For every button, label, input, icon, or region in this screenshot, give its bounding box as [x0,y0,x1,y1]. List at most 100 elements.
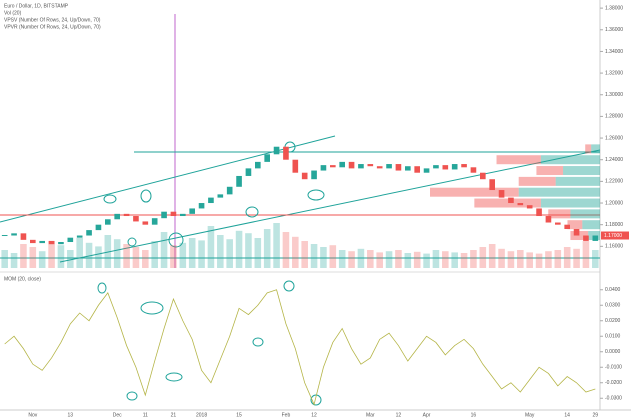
candle [433,165,439,169]
x-tick-label: 2018 [196,412,207,418]
volume-bar [48,241,55,268]
candle [11,233,17,236]
candle [161,211,167,219]
profile-up-bar [540,198,600,208]
volume-bar [254,238,262,268]
candle [517,203,524,206]
profile-down-bar [430,187,519,197]
last-price-label: 1.17000 [604,233,622,239]
volume-bar [67,250,74,268]
volume-bar [29,247,37,268]
candle [405,166,411,171]
candle [592,235,599,241]
volume-bar [179,242,187,268]
profile-up-bar [518,187,600,197]
x-tick-label: 16 [471,412,477,418]
candle [30,239,36,244]
profile-up-bar [540,155,600,165]
last-price-box [601,231,629,240]
candle [395,164,402,171]
x-tick-label: 15 [236,412,242,418]
profile-down-bar [496,155,541,165]
volume-bar [273,223,280,268]
volume-bar [348,251,355,268]
annotation-ellipse [140,301,164,315]
volume-bar [498,248,505,268]
y-tick-label: 1.20000 [605,200,623,206]
candle [273,146,280,155]
candle [105,219,111,225]
volume-bar [245,233,252,268]
candle [114,213,120,220]
annotation-ellipse [103,194,117,204]
volume-bar [10,253,18,268]
annotation-ellipse [126,391,138,401]
candle [226,186,233,195]
volume-bar [85,242,93,268]
candle [489,179,495,191]
volume-bar [207,226,215,268]
candle [348,161,355,169]
volume-bar [488,244,496,268]
volume-bar [104,235,112,268]
volume-bar [1,250,8,268]
x-tick-label: Apr [423,412,431,418]
y-tick-label: 1.38000 [605,5,623,11]
candle [142,221,149,225]
y-tick-label: 0.0200 [605,318,621,324]
y-tick-label: -0.0100 [605,365,622,371]
momentum-line [4,289,596,406]
volume-bar [142,250,149,268]
y-tick-label: 1.32000 [605,70,623,76]
volume-bar [460,253,468,268]
volume-bar [479,247,487,268]
momentum-title: MOM (20, close) [4,276,41,282]
y-tick-label: 0.0000 [605,349,621,355]
candle [545,216,552,223]
volume-bar [357,248,365,268]
candle [555,222,561,225]
volume-bar [376,252,383,268]
annotation-ellipse [307,189,325,201]
x-tick-label: 14 [564,412,570,418]
candle [358,164,364,169]
annotation-ellipse [245,206,259,218]
y-tick-label: -0.0200 [605,380,622,386]
volume-bar [292,236,299,268]
candle [1,235,8,237]
volume-bar [432,250,440,268]
annotation-ellipse [283,280,295,292]
annotation-ellipse [97,282,107,294]
profile-up-bar [582,220,600,230]
x-tick-label: Nov [28,412,37,418]
profile-up-bar [591,144,600,154]
candle [461,164,467,168]
volume-bar [582,241,590,268]
y-tick-label: 0.0100 [605,334,621,340]
x-tick-label: 29 [593,412,599,418]
indicator-label: VPVR (Number Of Rows, 24, Up/Down, 70) [4,24,101,30]
volume-bar [301,241,308,268]
volume-bar [20,244,27,268]
volume-bar [592,250,599,268]
x-tick-label: 12 [311,412,317,418]
candle [245,168,252,176]
profile-down-bar [518,176,556,186]
profile-down-bar [567,220,583,230]
y-tick-label: 1.16000 [605,244,623,250]
annotation-ellipse [165,372,183,382]
candle [451,164,458,170]
candle [367,164,374,167]
y-tick-label: 0.0400 [605,287,621,293]
candle [58,242,64,245]
candle [414,166,420,173]
indicator-label: VPSV (Number Of Rows, 24, Up/Down, 70) [4,17,101,23]
volume-bar [385,251,393,268]
x-tick-label: Mar [366,412,375,418]
candle [301,172,308,180]
candle [48,240,55,245]
channel-lower [59,149,601,263]
volume-bar [235,230,243,268]
volume-bar [554,250,562,268]
